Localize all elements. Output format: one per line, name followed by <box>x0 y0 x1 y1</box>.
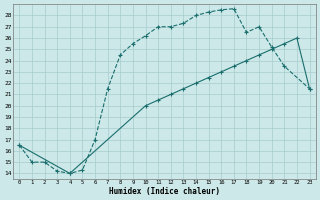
X-axis label: Humidex (Indice chaleur): Humidex (Indice chaleur) <box>109 187 220 196</box>
